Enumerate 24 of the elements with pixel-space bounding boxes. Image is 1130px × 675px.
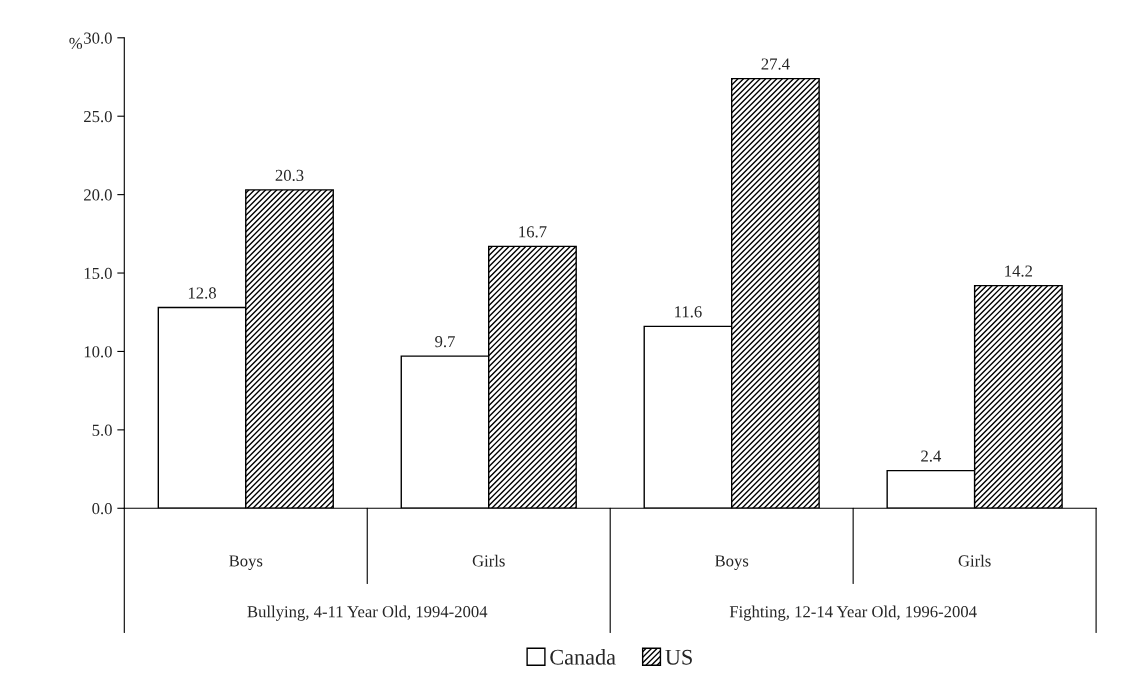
legend-label: US [665,649,692,665]
x-tick-label: Girls [958,554,991,567]
x-tick-label: Boys [229,555,263,570]
y-tick-label: 20.0 [84,189,112,201]
data-label: 11.6 [675,306,702,318]
data-label: 27.4 [761,58,790,70]
y-axis-title: % [69,37,83,50]
data-label: 14.2 [1005,265,1033,277]
text: Fighting, 12-14 Year Old, 1996-2004 [729,605,977,621]
y-tick-label: 30.0 [84,32,112,44]
y-tick-label: 10.0 [84,346,112,358]
legend-label: Canada [550,649,616,665]
data-label: 2.4 [921,450,942,462]
y-tick-label: 25.0 [84,110,112,123]
data-label: 16.7 [519,226,547,238]
data-label: 12.8 [188,287,216,299]
text: Bullying, 4-11 Year Old, 1994-2004 [247,605,488,621]
data-label: 9.7 [435,336,455,348]
y-tick-label: 15.0 [84,267,112,280]
y-tick-label: 5.0 [92,424,112,436]
data-label: 20.3 [275,169,304,182]
y-tick-label: 0.0 [92,502,112,515]
x-tick-label: Girls [472,554,505,567]
x-tick-label: Boys [715,555,749,570]
